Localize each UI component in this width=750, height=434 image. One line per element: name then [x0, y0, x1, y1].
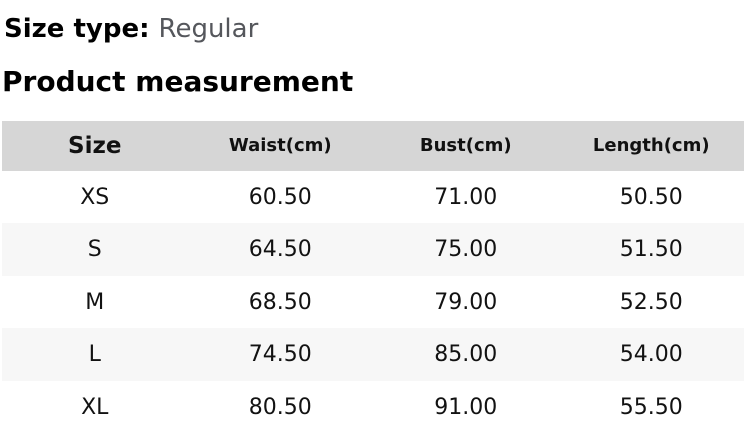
table-row: XL 80.50 91.00 55.50: [2, 380, 744, 434]
bust-cell: 75.00: [434, 237, 498, 263]
table-body: XS 60.50 71.00 50.50 S 64.50 75.00 51.50 M 68.50 7…: [2, 170, 744, 434]
size-cell: M: [85, 289, 105, 315]
size-type-heading: Size type: Regular: [4, 14, 750, 45]
waist-cell: 60.50: [248, 184, 312, 210]
table-row: S 64.50 75.00 51.50: [2, 223, 744, 276]
column-header-waist: Waist(cm): [228, 135, 332, 157]
size-cell: S: [87, 237, 102, 263]
size-type-value: Regular: [158, 14, 259, 44]
bust-cell: 91.00: [434, 394, 498, 420]
length-cell: 54.00: [619, 342, 683, 368]
table-row: M 68.50 79.00 52.50: [2, 275, 744, 329]
column-header-bust: Bust(cm): [419, 135, 512, 157]
table-row: XS 60.50 71.00 50.50: [2, 170, 744, 224]
product-measurement-title: Product measurement: [2, 65, 354, 99]
length-cell: 52.50: [619, 289, 683, 315]
size-cell: XS: [80, 184, 110, 210]
size-cell: XL: [81, 394, 109, 420]
column-header-size: Size: [68, 132, 122, 159]
waist-cell: 68.50: [248, 289, 312, 315]
length-cell: 55.50: [619, 394, 683, 420]
column-header-length: Length(cm): [592, 135, 710, 157]
waist-cell: 74.50: [248, 342, 312, 368]
measurement-table: Size Waist(cm) Bust(cm) Length(cm) XS 60.…: [2, 120, 744, 434]
waist-cell: 64.50: [248, 237, 312, 263]
length-cell: 51.50: [619, 237, 683, 263]
table-header-row: Size Waist(cm) Bust(cm) Length(cm): [2, 120, 744, 171]
bust-cell: 71.00: [434, 184, 498, 210]
length-cell: 50.50: [619, 184, 683, 210]
table-row: L 74.50 85.00 54.00: [2, 328, 744, 381]
size-type-label: Size type:: [4, 14, 150, 44]
bust-cell: 85.00: [434, 342, 498, 368]
size-cell: L: [88, 342, 101, 368]
bust-cell: 79.00: [434, 289, 498, 315]
waist-cell: 80.50: [248, 394, 312, 420]
